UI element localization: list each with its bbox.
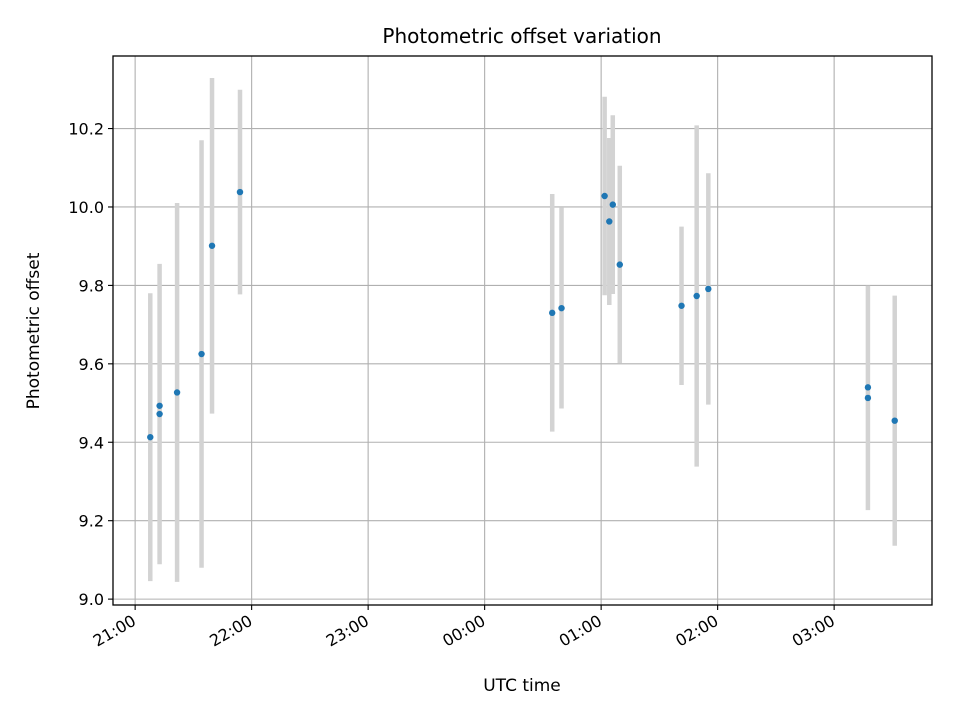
data-point bbox=[198, 350, 205, 358]
data-points bbox=[147, 188, 898, 441]
y-axis: 9.0 9.2 9.4 9.6 9.8 10.0 10.2 bbox=[68, 120, 113, 609]
data-point bbox=[891, 417, 898, 424]
plot-frame bbox=[112, 55, 933, 606]
y-axis-title: Photometric offset bbox=[24, 252, 44, 409]
data-point bbox=[678, 302, 685, 309]
data-point bbox=[864, 384, 872, 391]
data-point bbox=[173, 389, 181, 396]
y-tick-label: 10.0 bbox=[68, 198, 104, 217]
data-point bbox=[693, 292, 700, 300]
x-axis-title: UTC time bbox=[483, 676, 561, 696]
data-point bbox=[864, 394, 872, 402]
y-tick-label: 9.2 bbox=[79, 512, 104, 531]
y-tick-label: 9.4 bbox=[79, 433, 104, 452]
x-tick-label: 21:00 bbox=[90, 611, 139, 651]
x-axis: 21:00 22:00 23:00 00:00 01:00 02:00 03:00 bbox=[90, 605, 838, 651]
y-tick-label: 9.0 bbox=[79, 590, 104, 609]
data-point bbox=[549, 309, 556, 317]
data-point bbox=[616, 261, 623, 268]
plot-area bbox=[113, 56, 932, 605]
x-tick-label: 03:00 bbox=[789, 611, 838, 651]
x-tick-label: 23:00 bbox=[323, 611, 372, 651]
x-tick-label: 01:00 bbox=[556, 611, 605, 651]
data-point bbox=[208, 242, 216, 249]
x-tick-label: 22:00 bbox=[206, 611, 255, 651]
data-point bbox=[156, 410, 163, 418]
data-point bbox=[601, 192, 608, 200]
data-point bbox=[606, 218, 613, 225]
data-point bbox=[156, 402, 163, 409]
data-point bbox=[147, 433, 154, 441]
data-point bbox=[558, 304, 565, 312]
chart-title: Photometric offset variation bbox=[382, 24, 661, 48]
data-point bbox=[609, 201, 616, 208]
x-tick-label: 00:00 bbox=[439, 611, 488, 651]
y-tick-label: 9.8 bbox=[79, 276, 104, 295]
y-tick-label: 10.2 bbox=[68, 120, 104, 139]
data-point bbox=[705, 285, 712, 293]
data-point bbox=[236, 188, 244, 196]
y-tick-label: 9.6 bbox=[79, 355, 104, 374]
grid bbox=[113, 56, 932, 605]
x-tick-label: 02:00 bbox=[672, 611, 721, 651]
